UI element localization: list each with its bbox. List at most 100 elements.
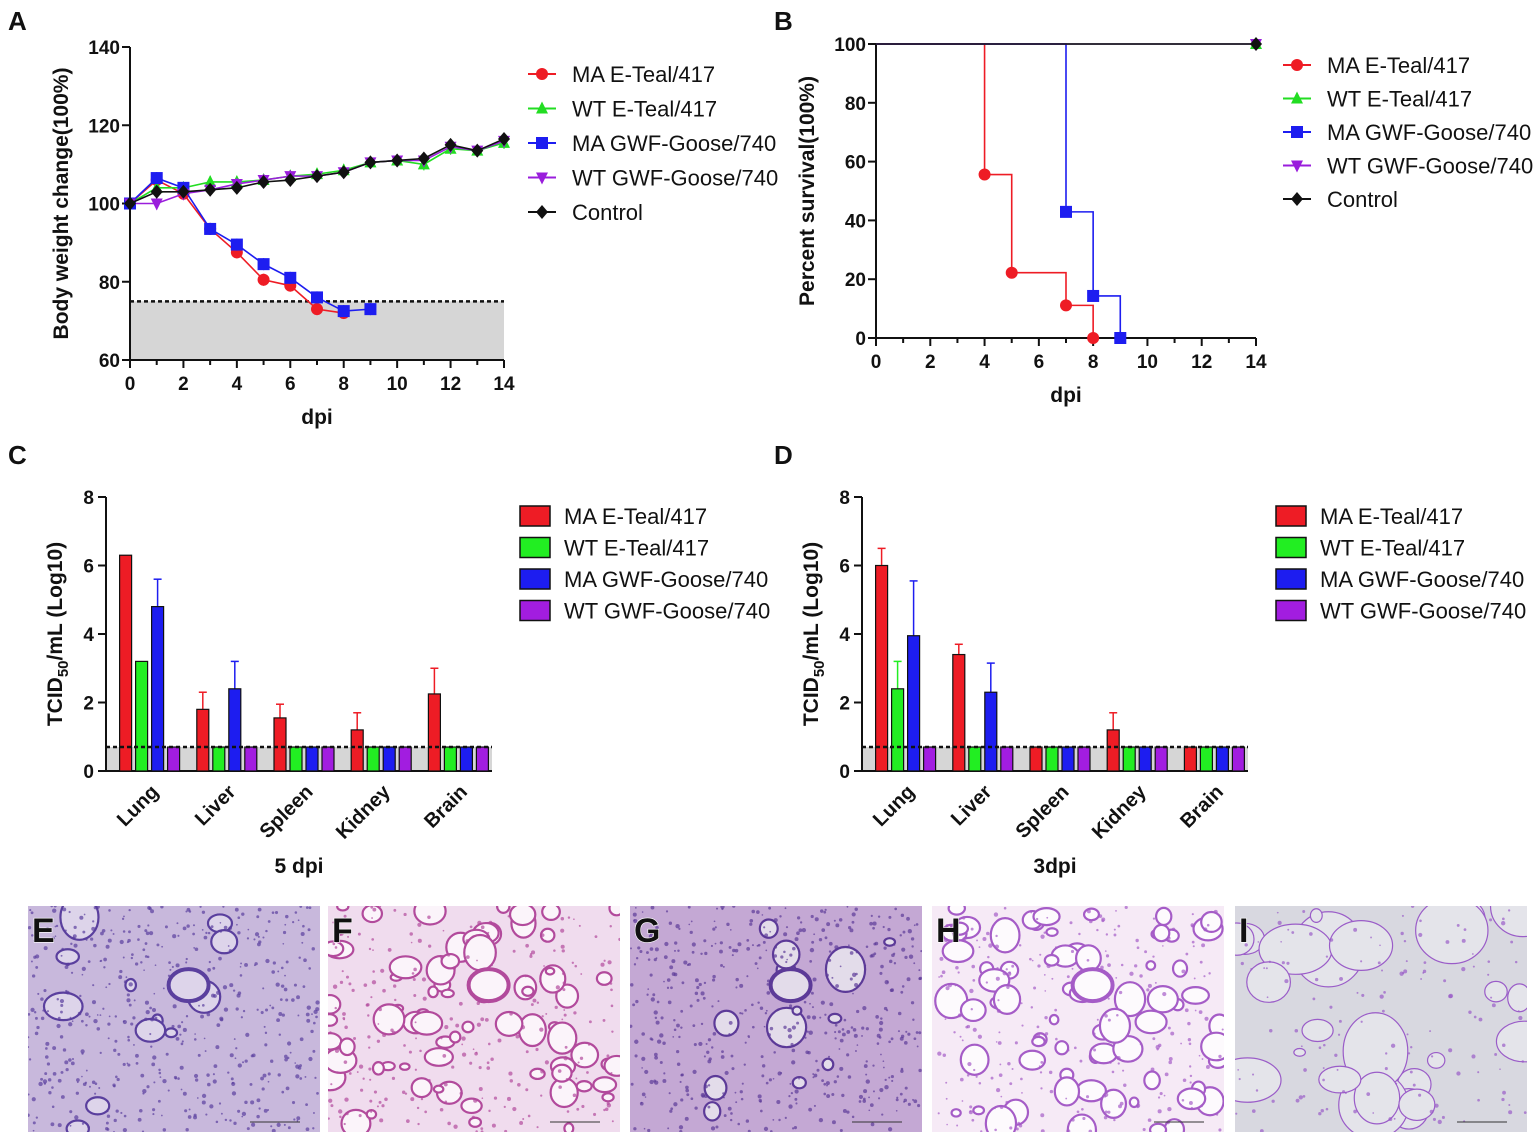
cell-nucleus <box>235 1047 238 1050</box>
data-point <box>1087 332 1100 344</box>
cell-nucleus <box>1055 1037 1058 1041</box>
cell-nucleus <box>703 1055 706 1058</box>
cell-nucleus <box>306 1005 311 1010</box>
cell-nucleus <box>339 980 344 985</box>
cell-nucleus <box>1244 943 1248 947</box>
cell-nucleus <box>31 974 36 978</box>
cell-nucleus <box>786 958 788 961</box>
cell-nucleus <box>212 966 216 970</box>
cell-nucleus <box>560 928 565 933</box>
alveolar-space <box>1113 981 1147 1018</box>
cell-nucleus <box>249 1082 253 1086</box>
cell-nucleus <box>1381 969 1384 972</box>
cell-nucleus <box>879 1087 884 1093</box>
histology-panel-f: F <box>328 906 620 1132</box>
cell-nucleus <box>128 982 133 987</box>
cell-nucleus <box>68 1058 72 1062</box>
cell-nucleus <box>834 1030 837 1034</box>
cell-nucleus <box>1263 967 1266 969</box>
cell-nucleus <box>239 966 242 968</box>
x-tick-label: 10 <box>387 374 408 395</box>
alveolar-space <box>398 1062 411 1071</box>
cell-nucleus <box>996 1008 1001 1013</box>
cell-nucleus <box>481 1097 484 1100</box>
cell-nucleus <box>1448 993 1454 999</box>
cell-nucleus <box>1314 977 1319 982</box>
cell-nucleus <box>237 1109 241 1113</box>
cell-nucleus <box>741 1082 744 1085</box>
bar-ma-e-teal-417-lung <box>118 554 133 772</box>
cell-nucleus <box>899 934 902 937</box>
data-point <box>1087 289 1100 302</box>
data-point <box>311 291 323 304</box>
cell-nucleus <box>32 1121 36 1125</box>
cell-nucleus <box>602 1019 606 1022</box>
cell-nucleus <box>773 1051 776 1054</box>
cell-nucleus <box>660 1016 664 1020</box>
cell-nucleus <box>1405 960 1408 963</box>
cell-nucleus <box>848 926 852 930</box>
cell-nucleus <box>512 1106 517 1112</box>
cell-nucleus <box>299 1037 304 1042</box>
cell-nucleus <box>811 940 815 944</box>
bar-wt-gwf-goose-740-lung <box>922 746 937 772</box>
alveolar-space <box>771 939 801 970</box>
cell-nucleus <box>893 962 897 965</box>
cell-nucleus <box>856 1009 860 1014</box>
alveolar-space <box>210 929 239 955</box>
cell-nucleus <box>1035 917 1039 921</box>
cell-nucleus <box>906 916 910 921</box>
cell-nucleus <box>205 931 208 935</box>
cell-nucleus <box>1213 909 1218 914</box>
cell-nucleus <box>994 1107 996 1110</box>
cell-nucleus <box>469 1061 473 1065</box>
cell-nucleus <box>573 918 575 921</box>
cell-nucleus <box>707 1038 712 1042</box>
cell-nucleus <box>1107 1018 1111 1022</box>
cell-nucleus <box>1198 1054 1201 1057</box>
cell-nucleus <box>772 1119 775 1121</box>
cell-nucleus <box>280 966 284 970</box>
cell-nucleus <box>579 1056 584 1060</box>
cell-nucleus <box>274 910 279 915</box>
cell-nucleus <box>1407 1052 1411 1055</box>
cell-nucleus <box>1167 1106 1172 1112</box>
cell-nucleus <box>241 1115 244 1118</box>
cell-nucleus <box>720 906 725 909</box>
cell-nucleus <box>391 1076 396 1081</box>
cell-nucleus <box>669 965 674 970</box>
cell-nucleus <box>653 1079 657 1083</box>
cell-nucleus <box>175 1037 180 1041</box>
cell-nucleus <box>1081 1107 1084 1111</box>
cell-nucleus <box>1337 1033 1341 1036</box>
cell-nucleus <box>1020 1077 1023 1081</box>
cell-nucleus <box>1193 977 1196 980</box>
cell-nucleus <box>509 1012 513 1016</box>
cell-nucleus <box>504 1129 508 1132</box>
cell-nucleus <box>863 1097 866 1101</box>
cell-nucleus <box>373 1090 378 1094</box>
cell-nucleus <box>328 1117 330 1120</box>
cell-nucleus <box>819 1016 822 1019</box>
cell-nucleus <box>982 936 987 941</box>
cell-nucleus <box>530 1003 534 1007</box>
cell-nucleus <box>700 991 705 996</box>
cell-nucleus <box>763 1025 766 1028</box>
cell-nucleus <box>937 1112 940 1115</box>
cell-nucleus <box>110 929 113 932</box>
cell-nucleus <box>1309 932 1313 936</box>
cell-nucleus <box>489 920 493 925</box>
cell-nucleus <box>995 1041 998 1043</box>
cell-nucleus <box>868 1096 870 1099</box>
cell-nucleus <box>372 907 377 912</box>
cell-nucleus <box>156 943 160 947</box>
cell-nucleus <box>1203 927 1208 932</box>
cell-nucleus <box>1218 1128 1222 1132</box>
cell-nucleus <box>150 909 154 914</box>
cell-nucleus <box>308 906 312 910</box>
histology-panel-label: F <box>332 912 353 950</box>
cell-nucleus <box>203 935 208 940</box>
legend-marker <box>1291 160 1303 173</box>
airway <box>1070 967 1115 1004</box>
cell-nucleus <box>422 996 427 1001</box>
